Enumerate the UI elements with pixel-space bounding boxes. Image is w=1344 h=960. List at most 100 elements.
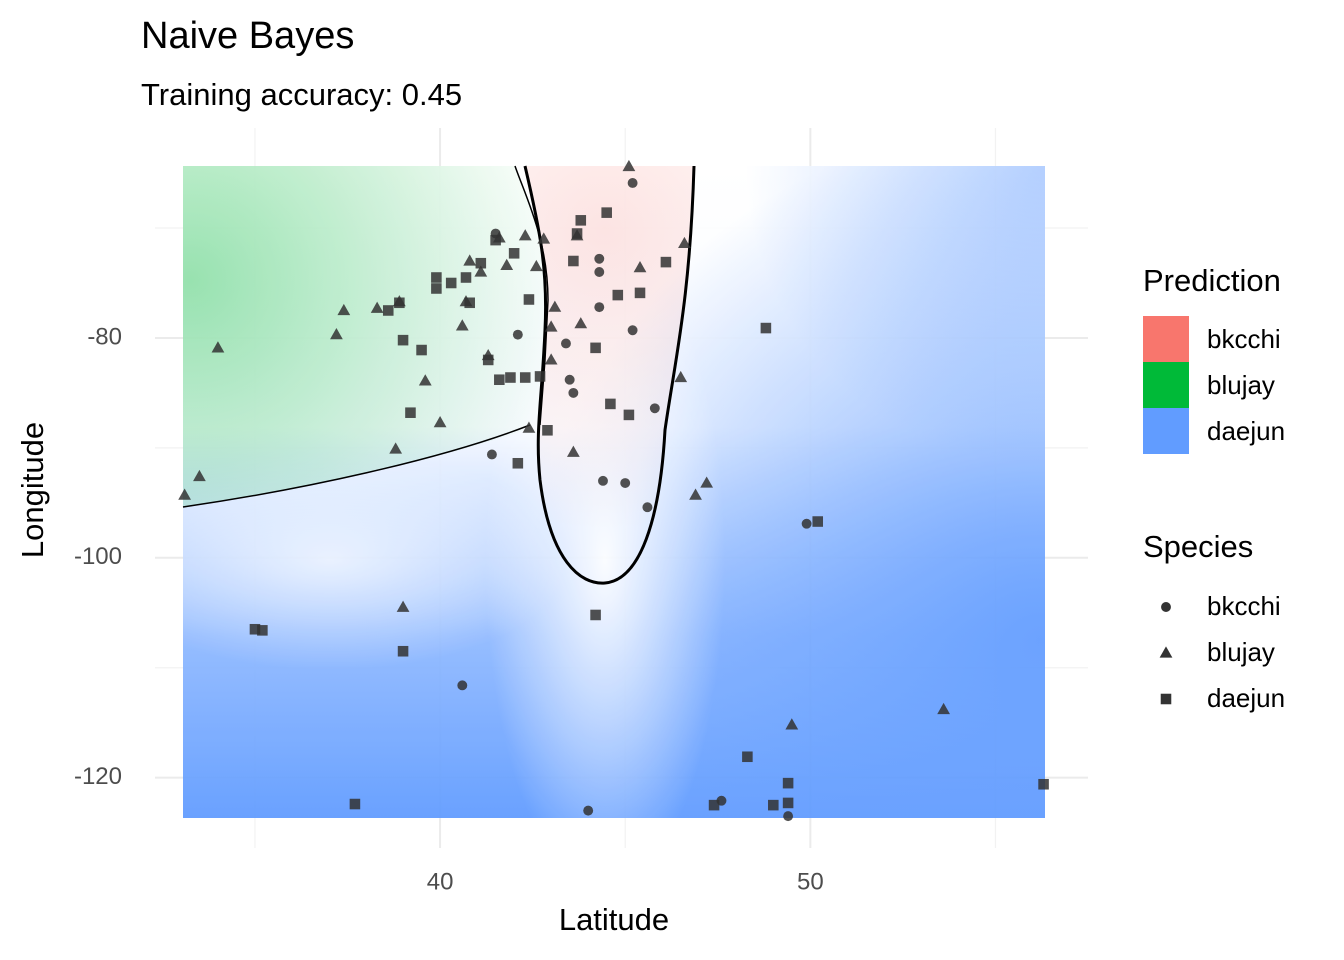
point: [330, 328, 343, 340]
legend-swatch: [1143, 316, 1189, 362]
point: [627, 325, 638, 336]
point: [801, 518, 812, 529]
point: [486, 449, 497, 460]
point: [490, 234, 501, 246]
point: [512, 457, 524, 469]
point: [620, 478, 631, 489]
point: [534, 371, 546, 382]
legend-swatch: [1143, 408, 1189, 454]
point: [678, 236, 691, 249]
point: [518, 229, 532, 241]
y-axis-title: Longitude: [15, 422, 50, 558]
point: [674, 370, 688, 383]
point: [416, 344, 427, 356]
point: [418, 374, 432, 386]
point: [445, 277, 457, 289]
y-tick-label: -80: [87, 323, 122, 350]
point: [433, 415, 447, 428]
point: [633, 261, 647, 273]
point: [1038, 778, 1049, 790]
point: [537, 232, 551, 244]
boundary-line: [182, 424, 531, 508]
point: [431, 283, 442, 294]
point: [812, 516, 824, 527]
point: [612, 289, 624, 301]
legend-label: daejun: [1207, 416, 1285, 446]
point: [494, 374, 505, 386]
surface-blue: [745, 166, 1045, 466]
point: [457, 680, 468, 691]
point: [505, 372, 516, 383]
boundary-line: [523, 165, 696, 585]
point: [370, 301, 384, 313]
point: [782, 777, 794, 789]
point: [571, 228, 583, 239]
point: [178, 488, 191, 500]
point: [193, 469, 206, 482]
point: [542, 425, 553, 436]
point: [590, 342, 601, 354]
point: [249, 623, 261, 635]
point: [627, 178, 638, 188]
point: [463, 254, 477, 266]
point: [594, 302, 605, 313]
chart-title: Naive Bayes: [141, 15, 354, 57]
point: [482, 354, 494, 366]
point: [397, 645, 409, 657]
point: [455, 319, 469, 331]
point: [474, 265, 488, 277]
prediction-surface: [183, 166, 1045, 818]
point: [529, 259, 543, 272]
point: [594, 267, 605, 277]
legend-title: Prediction: [1143, 263, 1281, 298]
point: [642, 502, 653, 513]
point: [566, 445, 580, 457]
point: [464, 297, 475, 309]
point: [389, 442, 403, 454]
point: [598, 475, 608, 486]
point: [397, 334, 409, 346]
point: [382, 305, 394, 316]
point: [660, 256, 672, 268]
point: [594, 253, 605, 264]
point: [544, 320, 558, 332]
point: [568, 387, 579, 398]
point: [522, 421, 536, 433]
points: [178, 159, 1049, 822]
x-tick-label: 40: [427, 868, 454, 895]
point: [512, 329, 523, 340]
point: [349, 798, 361, 810]
point: [544, 353, 558, 365]
point: [783, 811, 794, 822]
legend-label: bkcchi: [1207, 324, 1281, 354]
point: [548, 300, 562, 312]
legend-label: blujay: [1207, 370, 1275, 400]
surface-fade: [183, 450, 570, 670]
point: [405, 407, 416, 418]
point: [768, 799, 779, 811]
decision-boundaries: [182, 165, 696, 585]
chart-subtitle: Training accuracy: 0.45: [141, 77, 462, 112]
point: [689, 488, 702, 500]
point: [649, 403, 660, 414]
point: [782, 797, 794, 809]
point: [460, 272, 472, 283]
legend-marker: [1161, 602, 1171, 612]
y-tick-label: -120: [74, 763, 122, 790]
point: [211, 341, 225, 353]
point: [519, 372, 531, 383]
point: [574, 317, 588, 329]
legend-label: daejun: [1207, 683, 1285, 713]
point: [622, 159, 636, 172]
point: [605, 398, 616, 410]
x-axis-title: Latitude: [559, 902, 669, 937]
point: [700, 476, 714, 488]
point: [396, 600, 410, 612]
point: [575, 215, 587, 226]
point: [760, 322, 772, 334]
point: [523, 294, 535, 305]
point: [742, 751, 753, 763]
legend-label: blujay: [1207, 637, 1275, 667]
